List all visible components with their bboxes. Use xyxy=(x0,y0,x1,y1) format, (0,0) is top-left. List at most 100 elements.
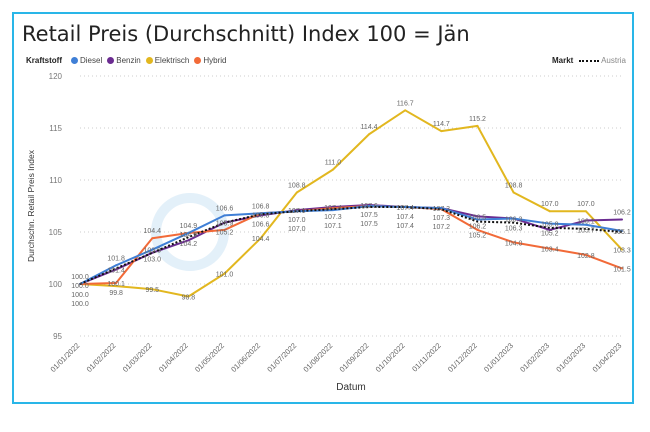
data-point-hybrid xyxy=(151,237,154,240)
legend-dot-icon xyxy=(145,57,153,65)
data-label-diesel: 101.8 xyxy=(107,255,125,262)
legend-label: Austria xyxy=(601,56,626,65)
series-line-benzin xyxy=(79,203,623,285)
data-point-benzin xyxy=(115,268,118,271)
data-label-benzin: 105.2 xyxy=(541,231,559,238)
legend-markt: Markt Austria xyxy=(552,56,626,65)
data-point-benzin xyxy=(621,218,623,221)
data-point-elektrisch xyxy=(621,248,623,251)
data-point-diesel xyxy=(548,222,551,225)
data-label-benzin: 106.2 xyxy=(613,210,631,217)
data-label-hybrid: 106.8 xyxy=(252,203,270,210)
y-axis-title: Durchschn. Retail Preis Index xyxy=(26,149,36,262)
data-point-benzin xyxy=(476,215,479,218)
series-line-hybrid xyxy=(79,205,623,285)
data-label-hybrid: 103.4 xyxy=(541,247,559,254)
x-tick-label: 01/06/2022 xyxy=(229,341,262,374)
legend-item-elektrisch[interactable]: Elektrisch xyxy=(145,56,190,65)
data-label-diesel: 106.3 xyxy=(505,225,523,232)
data-point-diesel xyxy=(584,223,587,226)
data-label-hybrid: 100.1 xyxy=(107,281,125,288)
x-tick-label: 01/07/2022 xyxy=(265,341,298,374)
data-label-hybrid: 100.0 xyxy=(71,292,89,299)
data-point-elektrisch xyxy=(368,133,371,136)
chart-frame xyxy=(12,12,634,404)
data-label-hybrid: 104.0 xyxy=(505,240,523,247)
legend-item-hybrid[interactable]: Hybrid xyxy=(194,56,227,65)
data-point-elektrisch xyxy=(295,191,298,194)
data-label-benzin: 107.1 xyxy=(288,208,306,215)
data-label-diesel: 100.0 xyxy=(71,301,89,308)
data-label-benzin: 106.6 xyxy=(252,221,270,228)
legend-item-benzin[interactable]: Benzin xyxy=(107,56,141,65)
x-tick-label: 01/03/2022 xyxy=(121,341,154,374)
data-label-elektrisch: 115.2 xyxy=(469,116,486,123)
data-label-diesel: 105.7 xyxy=(577,228,595,235)
legend-group-label: Kraftstoff xyxy=(26,56,62,65)
data-label-elektrisch: 103.3 xyxy=(613,248,631,255)
data-label-elektrisch: 101.0 xyxy=(216,272,234,279)
data-label-hybrid: 107.3 xyxy=(324,214,342,221)
data-label-benzin: 103.0 xyxy=(144,257,162,264)
data-label-benzin: 105.9 xyxy=(216,221,234,228)
data-label-diesel: 107.1 xyxy=(324,223,342,230)
legend-dot-icon xyxy=(194,57,202,65)
data-point-benzin xyxy=(584,219,587,222)
data-label-benzin: 106.5 xyxy=(469,214,487,221)
data-point-diesel xyxy=(404,206,407,209)
legend-item-diesel[interactable]: Diesel xyxy=(71,56,102,65)
data-point-benzin xyxy=(151,251,154,254)
x-tick-label: 01/02/2023 xyxy=(518,341,551,374)
x-tick-label: 01/04/2022 xyxy=(157,341,190,374)
data-label-hybrid: 107.4 xyxy=(396,214,414,221)
data-label-benzin: 107.3 xyxy=(433,206,451,213)
data-point-hybrid xyxy=(223,228,226,231)
data-point-elektrisch xyxy=(548,210,551,213)
legend-item-austria[interactable]: Austria xyxy=(579,56,626,65)
data-point-elektrisch xyxy=(331,168,334,171)
data-point-elektrisch xyxy=(512,191,515,194)
data-label-elektrisch: 99.8 xyxy=(109,290,123,297)
x-tick-label: 01/01/2023 xyxy=(482,341,515,374)
x-tick-label: 01/08/2022 xyxy=(301,341,334,374)
chart-title: Retail Preis (Durchschnitt) Index 100 = … xyxy=(22,22,470,46)
data-label-diesel: 107.4 xyxy=(396,223,414,230)
data-label-elektrisch: 99.5 xyxy=(145,287,159,294)
y-tick-label: 100 xyxy=(49,280,63,289)
data-point-benzin xyxy=(548,228,551,231)
legend-dot-icon xyxy=(71,57,78,65)
data-point-diesel xyxy=(223,214,226,217)
data-label-benzin: 100.0 xyxy=(71,283,89,290)
data-point-hybrid xyxy=(512,241,515,244)
y-tick-label: 105 xyxy=(49,228,63,237)
data-label-diesel: 107.5 xyxy=(360,221,378,228)
data-label-elektrisch: 107.0 xyxy=(577,201,595,208)
data-point-elektrisch xyxy=(584,210,587,213)
x-tick-label: 01/11/2022 xyxy=(410,341,443,374)
data-label-elektrisch: 114.4 xyxy=(361,124,378,131)
data-label-elektrisch: 111.0 xyxy=(325,160,342,167)
y-tick-label: 120 xyxy=(49,72,63,81)
data-label-diesel: 105.1 xyxy=(613,229,631,236)
y-tick-label: 110 xyxy=(49,176,62,185)
data-label-diesel: 106.2 xyxy=(469,223,487,230)
series-line-austria xyxy=(79,206,623,285)
data-point-diesel xyxy=(331,209,334,212)
data-label-elektrisch: 108.8 xyxy=(505,182,523,189)
data-label-hybrid: 104.4 xyxy=(144,228,162,235)
x-tick-label: 01/10/2022 xyxy=(374,341,407,374)
data-label-diesel: 103.3 xyxy=(144,248,162,255)
data-label-hybrid: 107.0 xyxy=(288,217,306,224)
data-label-elektrisch: 116.7 xyxy=(397,100,414,107)
data-label-benzin: 107.6 xyxy=(360,203,378,210)
dotted-line-icon xyxy=(579,59,600,62)
data-label-elektrisch: 108.8 xyxy=(288,182,306,189)
x-axis-title: Datum xyxy=(336,382,365,393)
legend-label: Elektrisch xyxy=(154,56,190,65)
data-label-hybrid: 105.2 xyxy=(216,230,234,237)
data-label-diesel: 105.8 xyxy=(541,222,559,229)
data-label-benzin: 104.2 xyxy=(180,241,198,248)
legend-label: Hybrid xyxy=(203,56,227,65)
data-label-diesel: 106.6 xyxy=(216,205,234,212)
